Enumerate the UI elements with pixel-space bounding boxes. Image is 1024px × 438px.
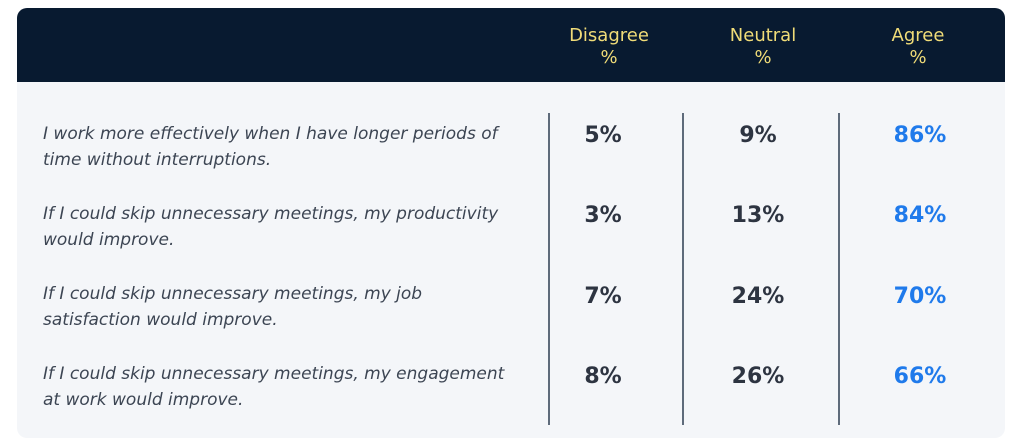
column-header-neutral: Neutral % <box>703 25 823 69</box>
column-header-label: Agree <box>891 25 945 46</box>
column-header-label: Disagree <box>569 25 649 46</box>
value-agree: 70% <box>893 284 947 309</box>
column-header-unit: % <box>909 47 927 68</box>
survey-table: Disagree % Neutral % Agree % I work more… <box>17 8 1005 438</box>
value-disagree: 5% <box>584 123 622 148</box>
column-header-agree: Agree % <box>858 25 978 69</box>
column-header-label: Neutral <box>729 25 797 46</box>
column-divider <box>838 113 840 425</box>
value-neutral: 26% <box>731 364 785 389</box>
column-header-disagree: Disagree % <box>549 25 669 69</box>
value-disagree: 7% <box>584 284 622 309</box>
value-agree: 84% <box>893 203 947 228</box>
value-neutral: 24% <box>731 284 785 309</box>
table-header: Disagree % Neutral % Agree % <box>17 8 1005 82</box>
row-statement: If I could skip unnecessary meetings, my… <box>43 204 499 250</box>
value-disagree: 3% <box>584 203 622 228</box>
value-neutral: 9% <box>739 123 777 148</box>
column-divider <box>548 113 550 425</box>
value-agree: 66% <box>893 364 947 389</box>
value-neutral: 13% <box>731 203 785 228</box>
column-header-unit: % <box>754 47 772 68</box>
column-divider <box>682 113 684 425</box>
value-disagree: 8% <box>584 364 622 389</box>
value-agree: 86% <box>893 123 947 148</box>
row-statement: If I could skip unnecessary meetings, my… <box>43 364 505 410</box>
row-statement: I work more effectively when I have long… <box>43 124 498 170</box>
row-statement: If I could skip unnecessary meetings, my… <box>43 284 423 330</box>
column-header-unit: % <box>600 47 618 68</box>
